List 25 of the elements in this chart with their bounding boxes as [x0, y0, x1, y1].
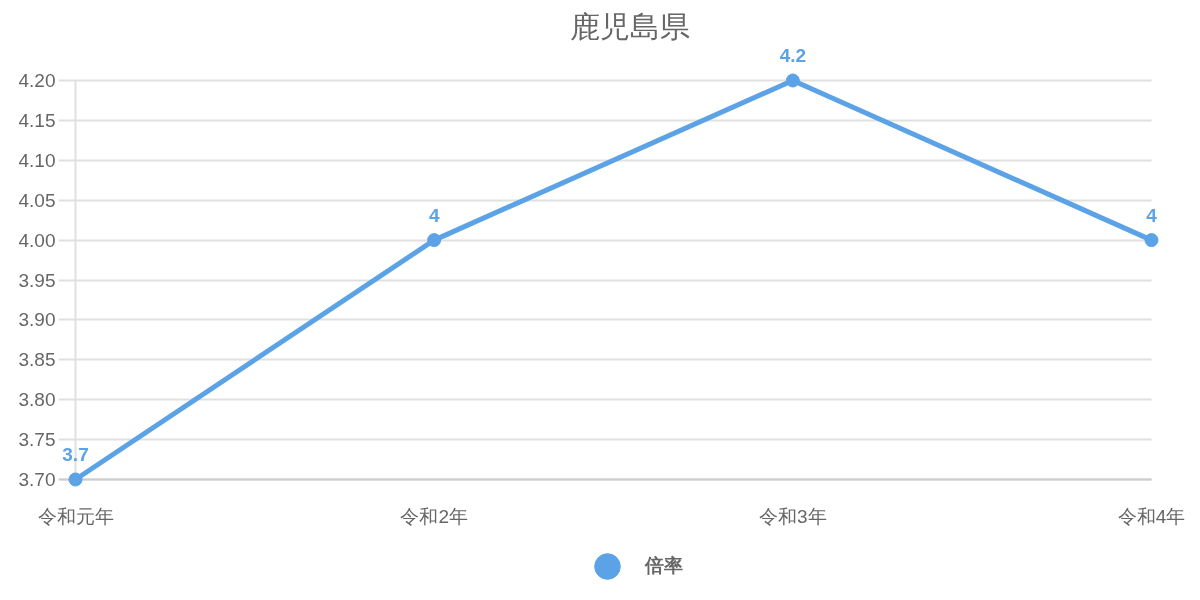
- y-tick-label: 3.80: [18, 389, 56, 411]
- y-tick-label: 3.70: [18, 469, 56, 490]
- data-label: 3.7: [62, 444, 89, 465]
- y-tick-label: 3.75: [18, 429, 56, 451]
- y-tick-label: 3.85: [18, 349, 56, 371]
- y-tick-label: 3.95: [18, 269, 56, 291]
- x-tick-label: 令和4年: [1117, 505, 1186, 527]
- data-label: 4: [428, 204, 440, 226]
- data-label: 4: [1146, 204, 1158, 226]
- legend-label: 倍率: [645, 554, 683, 578]
- x-tick-label: 令和2年: [400, 505, 468, 527]
- point: [785, 73, 800, 88]
- chart-title: 鹿児島県: [569, 9, 690, 43]
- point: [427, 233, 442, 248]
- x-tick-label: 令和3年: [759, 505, 827, 527]
- y-tick-label: 4.05: [18, 189, 56, 211]
- y-tick-label: 4.10: [18, 149, 56, 171]
- y-tick-label: 3.90: [18, 309, 56, 331]
- y-tick-label: 4.00: [18, 229, 56, 251]
- y-tick-label: 4.15: [18, 109, 56, 131]
- point: [68, 472, 83, 487]
- x-tick-label: 令和元年: [37, 505, 114, 527]
- point: [1144, 233, 1159, 248]
- data-label: 4.2: [779, 45, 807, 66]
- y-tick-label: 4.20: [18, 70, 56, 91]
